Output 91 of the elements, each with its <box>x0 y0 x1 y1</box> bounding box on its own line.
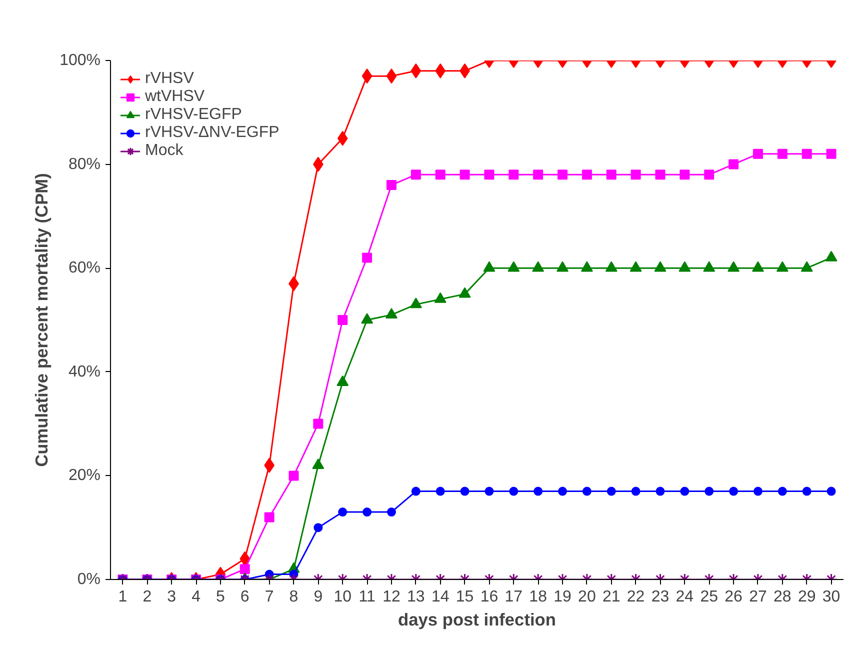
point <box>630 261 642 272</box>
point <box>386 180 396 190</box>
x-tick-label: 20 <box>578 588 596 606</box>
x-tick-label: 15 <box>456 588 474 606</box>
point <box>362 252 372 263</box>
point <box>728 159 739 170</box>
y-tick-label: 0% <box>77 571 100 588</box>
x-tick-label: 2 <box>142 588 152 606</box>
legend-label: rVHSV <box>145 70 194 88</box>
point <box>605 261 618 272</box>
point <box>532 261 544 272</box>
point <box>704 170 714 180</box>
y-tick-label: 20% <box>68 467 101 484</box>
point <box>606 170 616 180</box>
x-tick-label: 27 <box>749 588 767 606</box>
point <box>508 261 520 272</box>
legend-label: rVHSV-EGFP <box>145 106 242 124</box>
point <box>655 170 666 180</box>
x-tick-label: 23 <box>651 588 670 606</box>
x-tick-label: 28 <box>774 588 792 606</box>
x-tick-label: 18 <box>529 588 548 606</box>
y-tick-label: 40% <box>68 363 101 380</box>
legend-label: Mock <box>145 142 184 160</box>
point <box>410 298 422 308</box>
point <box>338 315 348 325</box>
point <box>410 170 421 180</box>
point <box>630 170 641 180</box>
y-axis-title: Cumulative percent mortality (CPM) <box>32 173 52 467</box>
x-tick-label: 26 <box>724 588 743 606</box>
point <box>434 292 446 303</box>
y-tick-label: 100% <box>60 52 100 69</box>
x-tick-label: 17 <box>504 588 523 606</box>
point <box>483 261 496 272</box>
x-tick-label: 16 <box>480 588 498 606</box>
point <box>556 261 569 272</box>
x-tick-label: 24 <box>676 588 694 606</box>
point <box>678 261 691 272</box>
point <box>826 148 836 159</box>
point <box>435 63 446 78</box>
point <box>582 170 592 180</box>
legend-label: rVHSV-ΔNV-EGFP <box>145 124 280 142</box>
x-tick-label: 14 <box>431 588 450 606</box>
x-tick-label: 19 <box>554 588 572 606</box>
x-tick-label: 13 <box>407 588 425 606</box>
y-tick-label: 60% <box>68 260 101 277</box>
point <box>752 261 764 272</box>
point <box>386 68 397 84</box>
x-tick-label: 1 <box>118 588 128 606</box>
point <box>410 63 422 78</box>
x-axis-title: days post infection <box>398 610 556 630</box>
point <box>752 148 763 159</box>
x-tick-label: 10 <box>334 588 352 606</box>
point <box>703 261 716 272</box>
x-tick-label: 29 <box>798 588 816 606</box>
point <box>680 170 690 180</box>
x-tick-label: 12 <box>382 588 400 606</box>
x-tick-label: 21 <box>602 588 620 606</box>
x-tick-label: 3 <box>167 588 176 606</box>
point <box>460 170 470 180</box>
y-tick-label: 80% <box>68 156 101 173</box>
x-tick-label: 8 <box>289 588 298 606</box>
x-tick-label: 25 <box>700 588 718 606</box>
x-tick-label: 9 <box>314 588 323 606</box>
point <box>777 148 788 159</box>
point <box>458 287 471 298</box>
point <box>362 68 372 84</box>
point <box>361 313 374 324</box>
point <box>802 148 812 159</box>
point <box>580 261 593 272</box>
point <box>337 130 348 146</box>
x-tick-label: 22 <box>626 588 645 606</box>
point <box>312 458 324 469</box>
point <box>825 250 838 262</box>
point <box>728 261 740 272</box>
x-tick-label: 30 <box>822 588 840 606</box>
point <box>385 308 398 318</box>
x-tick-label: 6 <box>240 588 250 606</box>
x-tick-label: 7 <box>264 588 274 606</box>
point <box>533 170 544 180</box>
point <box>800 261 813 272</box>
x-tick-label: 5 <box>216 588 225 606</box>
legend-label: wtVHSV <box>145 88 205 106</box>
point <box>484 170 494 180</box>
point <box>776 261 788 272</box>
point <box>435 170 446 180</box>
point <box>336 375 349 386</box>
point <box>654 261 666 272</box>
point <box>508 170 519 180</box>
x-tick-label: 11 <box>358 588 376 606</box>
point <box>558 170 568 180</box>
x-tick-label: 4 <box>192 588 201 606</box>
